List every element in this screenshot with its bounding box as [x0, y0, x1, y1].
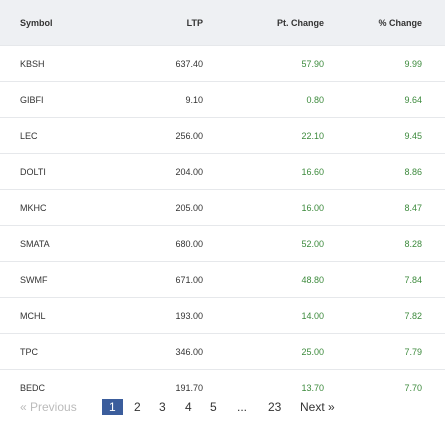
table-cell: 9.99	[324, 45, 445, 82]
table-cell: GIBFI	[0, 81, 130, 118]
table-cell: 193.00	[130, 297, 203, 334]
column-header[interactable]: Symbol	[0, 0, 130, 46]
table-row: LEC 256.00 22.10 9.45	[0, 117, 445, 154]
table-row: SWMF 671.00 48.80 7.84	[0, 261, 445, 298]
table-cell: 16.60	[203, 153, 324, 190]
table-cell: 680.00	[130, 225, 203, 262]
table-cell: 13.70	[203, 369, 324, 405]
column-header[interactable]: LTP	[130, 0, 203, 46]
table-cell: 57.90	[203, 45, 324, 82]
ellipsis: ...	[237, 400, 248, 414]
table-cell: MCHL	[0, 297, 130, 334]
table-row: MCHL 193.00 14.00 7.82	[0, 297, 445, 334]
previous-link[interactable]: « Previous	[20, 400, 77, 414]
page-link[interactable]: 4	[185, 400, 192, 414]
table-row: TPC 346.00 25.00 7.79	[0, 333, 445, 370]
table-cell: 7.70	[324, 369, 445, 405]
data-table: Symbol LTP Pt. Change% Change KBSH 637.40 57…	[0, 0, 445, 405]
table-cell: 14.00	[203, 297, 324, 334]
table-cell: SWMF	[0, 261, 130, 298]
table-cell: 7.82	[324, 297, 445, 334]
page-link[interactable]: 2	[134, 400, 141, 414]
table-cell: 205.00	[130, 189, 203, 226]
table-cell: 9.64	[324, 81, 445, 118]
table-cell: 7.79	[324, 333, 445, 370]
table-row: SMATA 680.00 52.00 8.28	[0, 225, 445, 262]
table-cell: 191.70	[130, 369, 203, 405]
table-cell: SMATA	[0, 225, 130, 262]
table-cell: 7.84	[324, 261, 445, 298]
page-link[interactable]: 1	[102, 399, 123, 415]
table-cell: KBSH	[0, 45, 130, 82]
table-cell: 16.00	[203, 189, 324, 226]
table-cell: TPC	[0, 333, 130, 370]
table-row: GIBFI 9.10 0.80 9.64	[0, 81, 445, 118]
table-row: BEDC 191.70 13.70 7.70	[0, 369, 445, 405]
table-cell: 22.10	[203, 117, 324, 154]
next-link[interactable]: Next »	[300, 400, 335, 414]
table-cell: 8.86	[324, 153, 445, 190]
table-cell: 52.00	[203, 225, 324, 262]
table-cell: 9.10	[130, 81, 203, 118]
page-link[interactable]: 3	[159, 400, 166, 414]
table-cell: 8.28	[324, 225, 445, 262]
table-cell: LEC	[0, 117, 130, 154]
table-cell: 9.45	[324, 117, 445, 154]
table-cell: 204.00	[130, 153, 203, 190]
table-cell: 346.00	[130, 333, 203, 370]
table-row: KBSH 637.40 57.90 9.99	[0, 45, 445, 82]
table-cell: MKHC	[0, 189, 130, 226]
table-cell: 48.80	[203, 261, 324, 298]
pagination: « Previous 1 2 3 4 5... 23 Next »	[0, 396, 445, 420]
table-row: MKHC 205.00 16.00 8.47	[0, 189, 445, 226]
table-cell: 637.40	[130, 45, 203, 82]
table-cell: 0.80	[203, 81, 324, 118]
table-cell: 25.00	[203, 333, 324, 370]
column-header[interactable]: % Change	[324, 0, 445, 46]
table-cell: 8.47	[324, 189, 445, 226]
page-link[interactable]: 5	[210, 400, 217, 414]
table-cell: 256.00	[130, 117, 203, 154]
table-cell: DOLTI	[0, 153, 130, 190]
table-row: DOLTI 204.00 16.60 8.86	[0, 153, 445, 190]
table-cell: 671.00	[130, 261, 203, 298]
header-row: Symbol LTP Pt. Change% Change	[0, 0, 445, 46]
column-header[interactable]: Pt. Change	[203, 0, 324, 46]
page-link[interactable]: 23	[268, 400, 282, 414]
